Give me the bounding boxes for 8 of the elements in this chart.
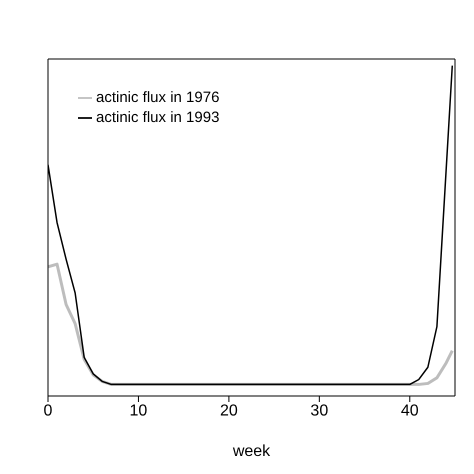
x-tick-label: 30 [310,402,328,420]
legend-label: actinic flux in 1993 [96,109,220,126]
x-tick-label: 10 [130,402,148,420]
x-tick-label: 40 [400,402,419,420]
x-tick-label: 0 [44,402,53,420]
x-tick-label: 20 [220,402,238,420]
x-axis-title: week [232,443,272,460]
legend-label: actinic flux in 1976 [96,89,220,106]
